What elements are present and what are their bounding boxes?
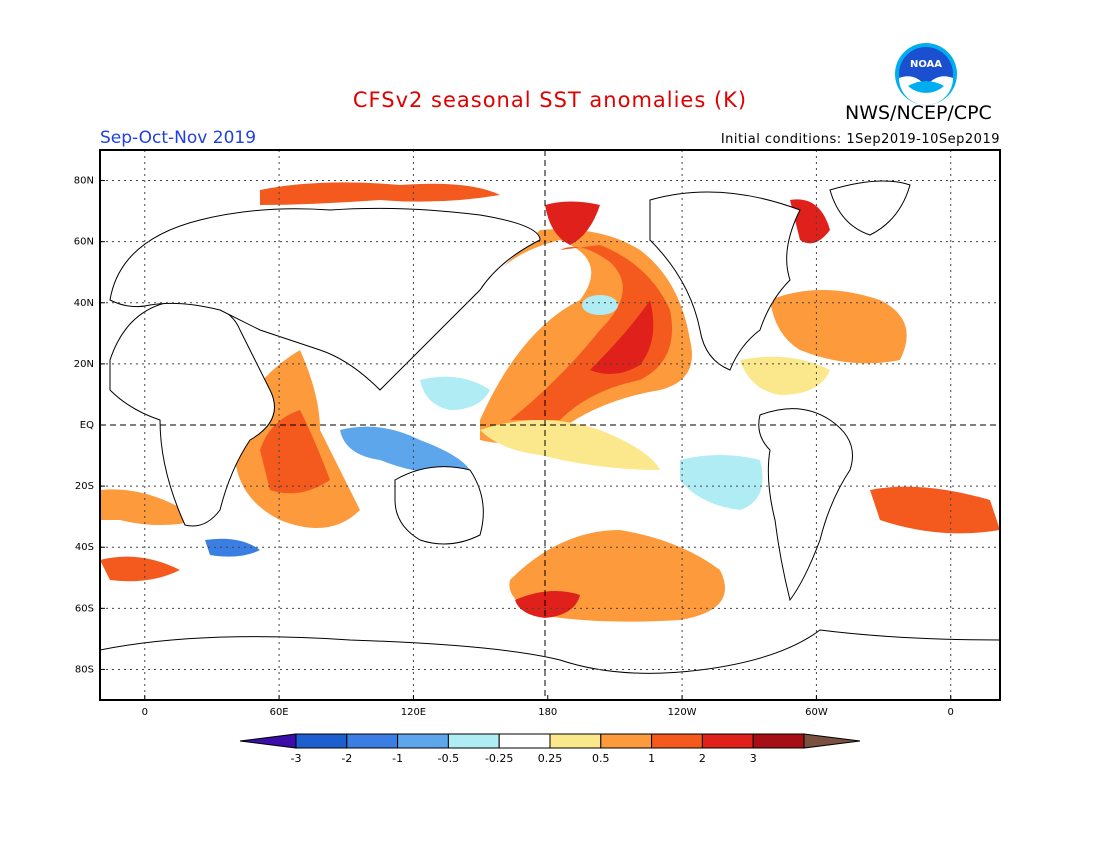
anomaly-field	[100, 182, 1000, 622]
colorbar-tick-label: 1	[648, 752, 655, 765]
noaa-logo-icon: NOAA	[895, 43, 957, 105]
anomaly-north-atlantic-warm	[770, 290, 907, 364]
greenland-outline	[829, 180, 911, 236]
anomaly-east-pacific-cool	[680, 455, 763, 510]
colorbar-tick-label: -0.25	[485, 752, 513, 765]
organization-label: NWS/NCEP/CPC	[845, 102, 992, 124]
anomaly-bering-warm	[545, 201, 600, 245]
lat-tick-label: 40S	[75, 542, 94, 553]
continents	[100, 180, 1000, 700]
latitude-labels: 80N 60N 40N 20N EQ 20S 40S 60S 80S	[74, 176, 105, 675]
north-america-outline	[649, 191, 801, 371]
anomaly-north-pacific-strong	[510, 245, 672, 420]
anomaly-south-pacific-strong	[515, 591, 580, 618]
colorbar-swatch	[397, 733, 449, 749]
lat-tick-label: 20N	[74, 359, 94, 370]
anomaly-north-atlantic-light	[740, 356, 830, 395]
lon-tick-label: 120E	[401, 707, 426, 718]
eurasia-outline	[109, 207, 541, 391]
colorbar-tick-label: 0.5	[592, 752, 610, 765]
anomaly-southern-ocean-mixed	[100, 489, 200, 525]
anomaly-north-pacific-core	[590, 300, 654, 374]
colorbar-tick-label: 3	[750, 752, 757, 765]
colorbar-tick-label: -3	[291, 752, 302, 765]
colorbar-swatch	[701, 733, 754, 749]
colorbar-swatch	[549, 733, 602, 749]
colorbar-high-arrow	[803, 733, 861, 749]
colorbar-low-arrow	[239, 733, 297, 749]
colorbar-labels: -3 -2 -1 -0.5 -0.25 0.25 0.5 1 2 3	[291, 752, 757, 765]
lat-tick-label: 60N	[74, 237, 94, 248]
lat-tick-label: 20S	[75, 481, 94, 492]
gridlines	[100, 150, 1000, 700]
lon-tick-label: 120W	[668, 707, 697, 718]
chart-title: CFSv2 seasonal SST anomalies (K)	[352, 88, 748, 112]
colorbar-swatch	[346, 733, 399, 749]
colorbar-swatch	[600, 733, 653, 749]
anomaly-maritime-cool	[340, 426, 470, 474]
lon-tick-label: 180	[538, 707, 557, 718]
colorbar	[239, 733, 861, 749]
anomaly-maritime-light-cool	[420, 376, 490, 410]
lat-tick-label: 40N	[74, 298, 94, 309]
colorbar-swatch	[651, 733, 703, 749]
antarctica-outline	[100, 629, 1000, 700]
anomaly-southern-ocean-warm-west	[100, 556, 180, 582]
anomaly-equatorial-warm-tongue	[480, 420, 660, 470]
initial-conditions-label: Initial conditions: 1Sep2019-10Sep2019	[720, 132, 1000, 147]
lat-tick-label: 80N	[74, 176, 94, 187]
anomaly-north-pacific-cool	[582, 295, 618, 315]
lat-tick-label: 60S	[75, 603, 94, 614]
logo-text: NOAA	[910, 59, 942, 70]
colorbar-tick-label: -2	[341, 752, 352, 765]
lon-tick-label: 0	[142, 707, 148, 718]
season-label: Sep-Oct-Nov 2019	[100, 128, 257, 148]
colorbar-swatch	[295, 733, 348, 749]
lat-tick-label: 80S	[75, 664, 94, 675]
lon-tick-label: 0	[948, 707, 954, 718]
colorbar-swatch	[498, 733, 551, 749]
anomaly-arctic-warm	[260, 182, 500, 205]
colorbar-swatch	[447, 733, 500, 749]
colorbar-tick-label: -0.5	[438, 752, 459, 765]
anomaly-south-atlantic-warm	[870, 486, 1000, 534]
anomaly-indian-ocean-strong	[260, 410, 330, 494]
lon-tick-label: 60E	[270, 707, 289, 718]
colorbar-swatch	[752, 733, 805, 749]
colorbar-tick-label: 0.25	[538, 752, 563, 765]
south-america-outline	[758, 408, 853, 602]
lon-tick-label: 60W	[805, 707, 828, 718]
colorbar-tick-label: 2	[699, 752, 706, 765]
colorbar-tick-label: -1	[392, 752, 403, 765]
lat-tick-label: EQ	[80, 420, 94, 431]
longitude-labels: 0 60E 120E 180 120W 60W 0	[142, 695, 954, 718]
